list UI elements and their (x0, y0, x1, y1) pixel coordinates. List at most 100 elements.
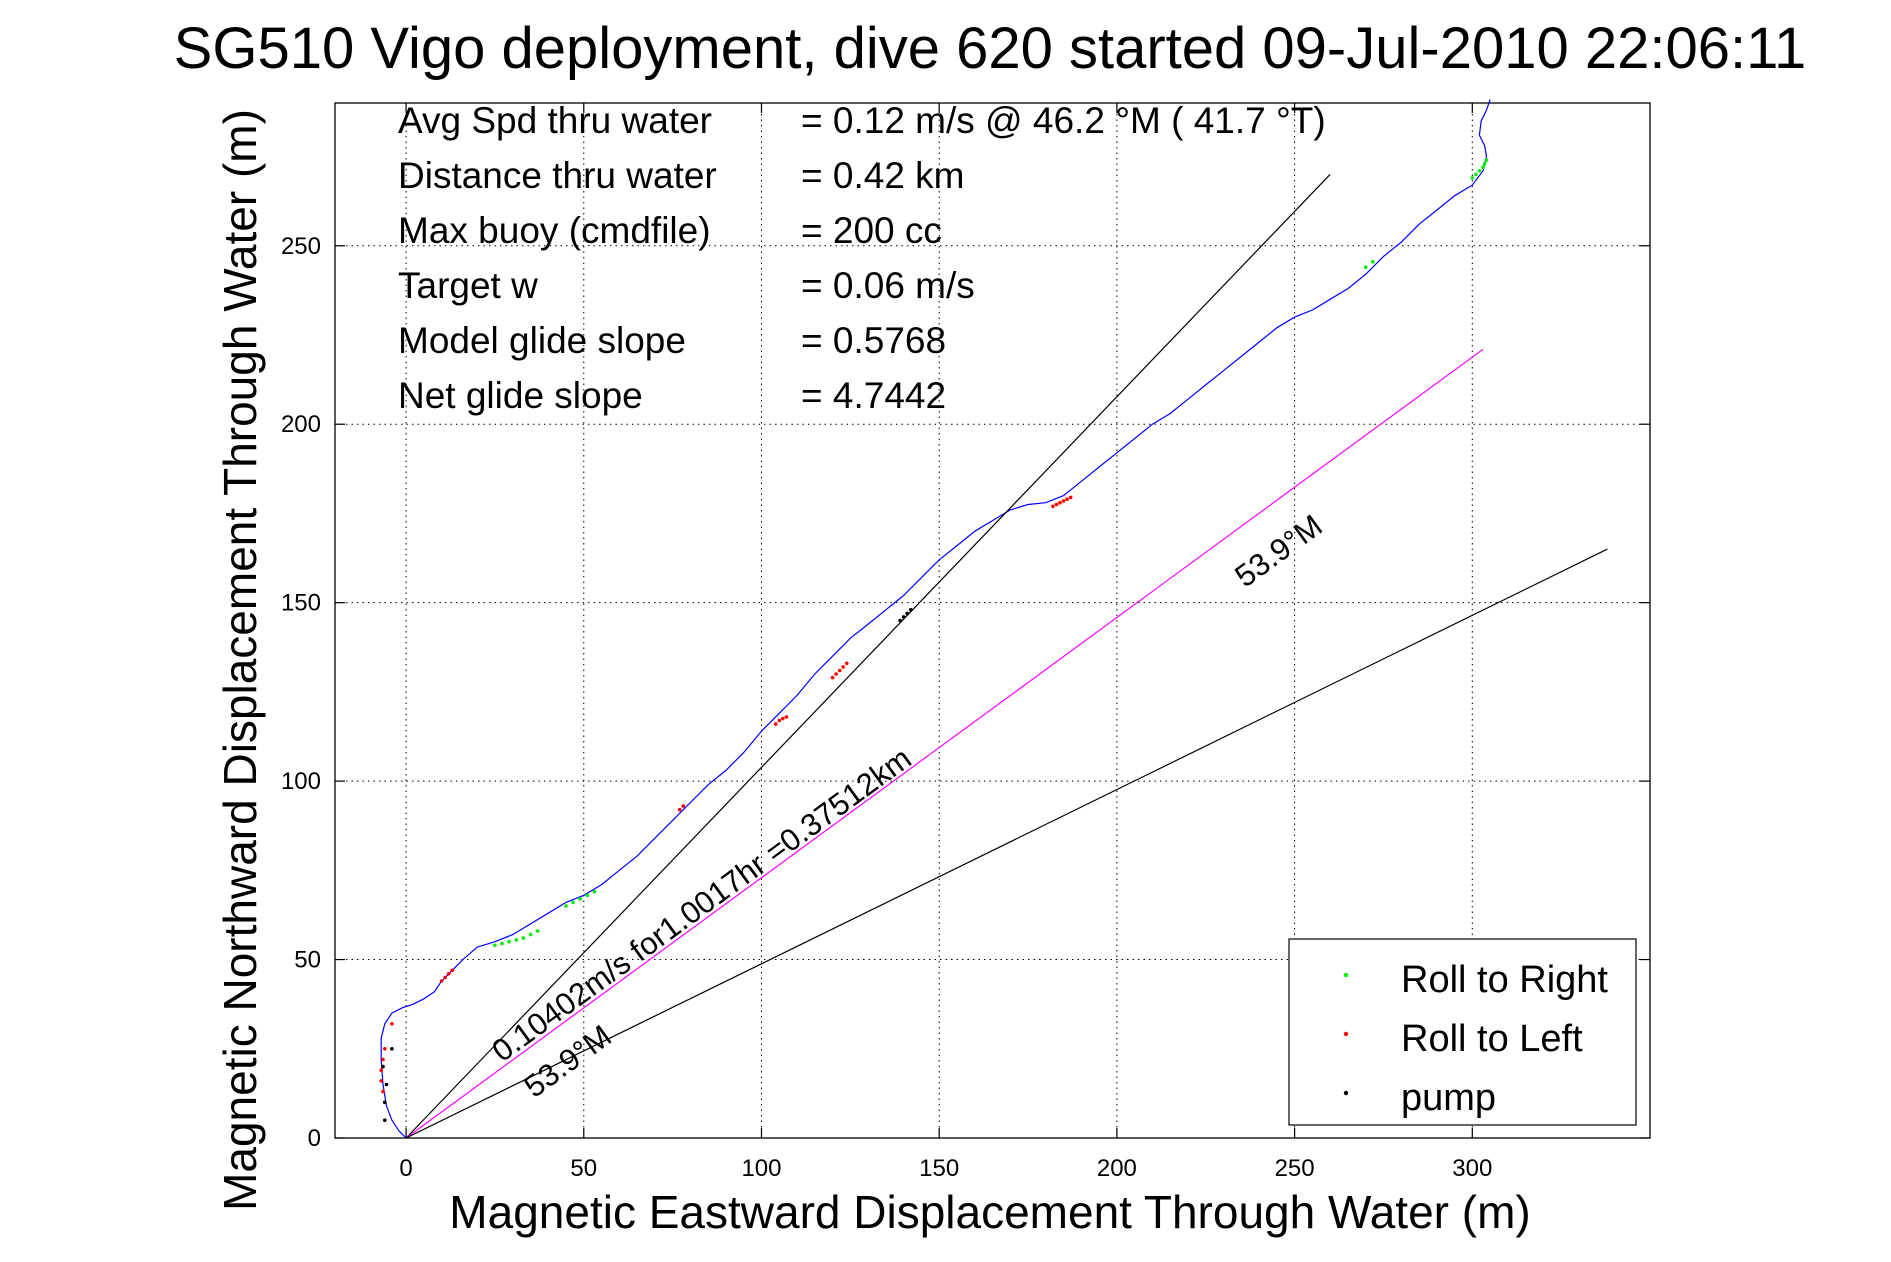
info-value: = 0.06 m/s (801, 265, 975, 306)
marker-roll-to-right (528, 932, 533, 937)
marker-roll-to-right (592, 889, 597, 894)
marker-roll-to-left (381, 1089, 385, 1094)
legend-label-roll-left: Roll to Left (1401, 1018, 1583, 1060)
y-tick-label: 0 (308, 1125, 321, 1152)
marker-roll-to-right (1470, 176, 1475, 180)
marker-roll-to-left (773, 722, 778, 726)
marker-roll-to-left (841, 665, 845, 669)
x-axis-label: Magnetic Eastward Displacement Through W… (449, 1186, 1530, 1238)
marker-roll-to-left (1065, 497, 1069, 502)
y-tick-label: 250 (281, 233, 321, 260)
x-tick-label: 100 (741, 1155, 781, 1182)
marker-pump (384, 1082, 389, 1087)
marker-roll-to-right (493, 943, 497, 948)
series-line-segment-1 (405, 173, 1331, 1139)
series-line-track (380, 99, 1491, 1139)
y-tick-label: 50 (294, 947, 321, 974)
series-line-segment-2 (405, 348, 1484, 1139)
legend-label-pump: pump (1401, 1077, 1496, 1119)
marker-pump (383, 1118, 387, 1122)
marker-pump (898, 618, 902, 623)
info-value: = 0.12 m/s @ 46.2 °M ( 41.7 °T) (801, 100, 1326, 141)
marker-roll-to-right (521, 936, 526, 940)
legend-marker-roll-right (1343, 972, 1349, 978)
chart-title: SG510 Vigo deployment, dive 620 started … (174, 16, 1807, 81)
marker-pump (905, 611, 909, 616)
y-axis: 0 50 100 150 200 250 (281, 233, 1650, 1152)
x-tick-label: 150 (919, 1155, 959, 1182)
marker-roll-to-left (784, 715, 789, 719)
info-value: = 0.42 km (801, 155, 965, 196)
marker-roll-to-left (1051, 504, 1055, 509)
plot-area-border (334, 102, 1651, 1139)
marker-roll-to-right (585, 893, 590, 898)
marker-roll-to-right (1371, 260, 1375, 264)
marker-pump (901, 615, 906, 619)
marker-roll-to-right (1477, 169, 1482, 173)
marker-roll-to-left (383, 1047, 387, 1051)
marker-roll-to-left (777, 718, 782, 723)
marker-roll-to-right (1474, 172, 1478, 177)
marker-roll-to-left (446, 972, 451, 976)
plot-markers (379, 158, 1489, 1122)
marker-roll-to-left (837, 668, 842, 673)
marker-roll-to-left (1058, 500, 1062, 505)
marker-roll-to-left (450, 968, 455, 973)
marker-roll-to-left (834, 672, 838, 676)
marker-roll-to-right (1363, 265, 1368, 270)
x-tick-label: 300 (1452, 1155, 1492, 1182)
marker-roll-to-left (830, 675, 835, 680)
marker-roll-to-left (1068, 495, 1073, 500)
legend-label-roll-right: Roll to Right (1401, 959, 1608, 1001)
marker-roll-to-left (379, 1079, 384, 1083)
plot-lines (380, 99, 1608, 1139)
info-value: = 4.7442 (801, 375, 946, 416)
x-tick-label: 50 (570, 1155, 597, 1182)
marker-roll-to-right (1484, 158, 1489, 162)
info-label: Target w (398, 265, 538, 306)
info-value: = 0.5768 (801, 320, 946, 361)
marker-pump (909, 608, 913, 612)
x-tick-label: 200 (1097, 1155, 1137, 1182)
x-tick-label: 250 (1275, 1155, 1315, 1182)
marker-roll-to-left (1054, 502, 1059, 507)
legend-marker-roll-left (1343, 1031, 1349, 1037)
legend: Roll to Right Roll to Left pump (1288, 938, 1637, 1126)
marker-roll-to-left (390, 1022, 394, 1026)
info-label: Net glide slope (398, 375, 643, 416)
x-tick-label: 0 (399, 1155, 412, 1182)
marker-roll-to-left (443, 975, 448, 980)
x-axis: 0 50 100 150 200 250 300 (399, 103, 1492, 1182)
marker-roll-to-right (1481, 165, 1485, 169)
marker-pump (381, 1064, 385, 1069)
marker-roll-to-left (381, 1057, 385, 1062)
marker-roll-to-left (845, 661, 849, 666)
marker-roll-to-right (500, 941, 504, 946)
marker-pump (390, 1047, 394, 1051)
legend-marker-pump (1343, 1090, 1349, 1096)
info-label: Distance thru water (398, 155, 717, 196)
axes-frame (334, 102, 1651, 1139)
series-line-segment-3 (405, 548, 1608, 1139)
y-tick-label: 150 (281, 590, 321, 617)
marker-roll-to-right (507, 939, 511, 944)
marker-roll-to-right (514, 938, 519, 942)
marker-roll-to-left (439, 979, 444, 983)
info-label: Model glide slope (398, 320, 686, 361)
y-tick-label: 100 (281, 768, 321, 795)
marker-roll-to-left (681, 804, 686, 808)
marker-roll-to-left (1061, 499, 1066, 503)
marker-roll-to-right (564, 904, 568, 908)
marker-roll-to-left (379, 1068, 384, 1072)
marker-roll-to-left (677, 807, 682, 812)
y-tick-label: 200 (281, 411, 321, 438)
marker-roll-to-left (781, 716, 785, 721)
marker-roll-to-right (535, 929, 540, 933)
marker-roll-to-right (571, 900, 575, 905)
info-panel: Avg Spd thru water = 0.12 m/s @ 46.2 °M (… (398, 100, 1326, 416)
marker-pump (383, 1100, 387, 1105)
y-axis-label: Magnetic Northward Displacement Through … (214, 109, 266, 1211)
info-label: Max buoy (cmdfile) (398, 210, 711, 251)
info-value: = 200 cc (801, 210, 942, 251)
